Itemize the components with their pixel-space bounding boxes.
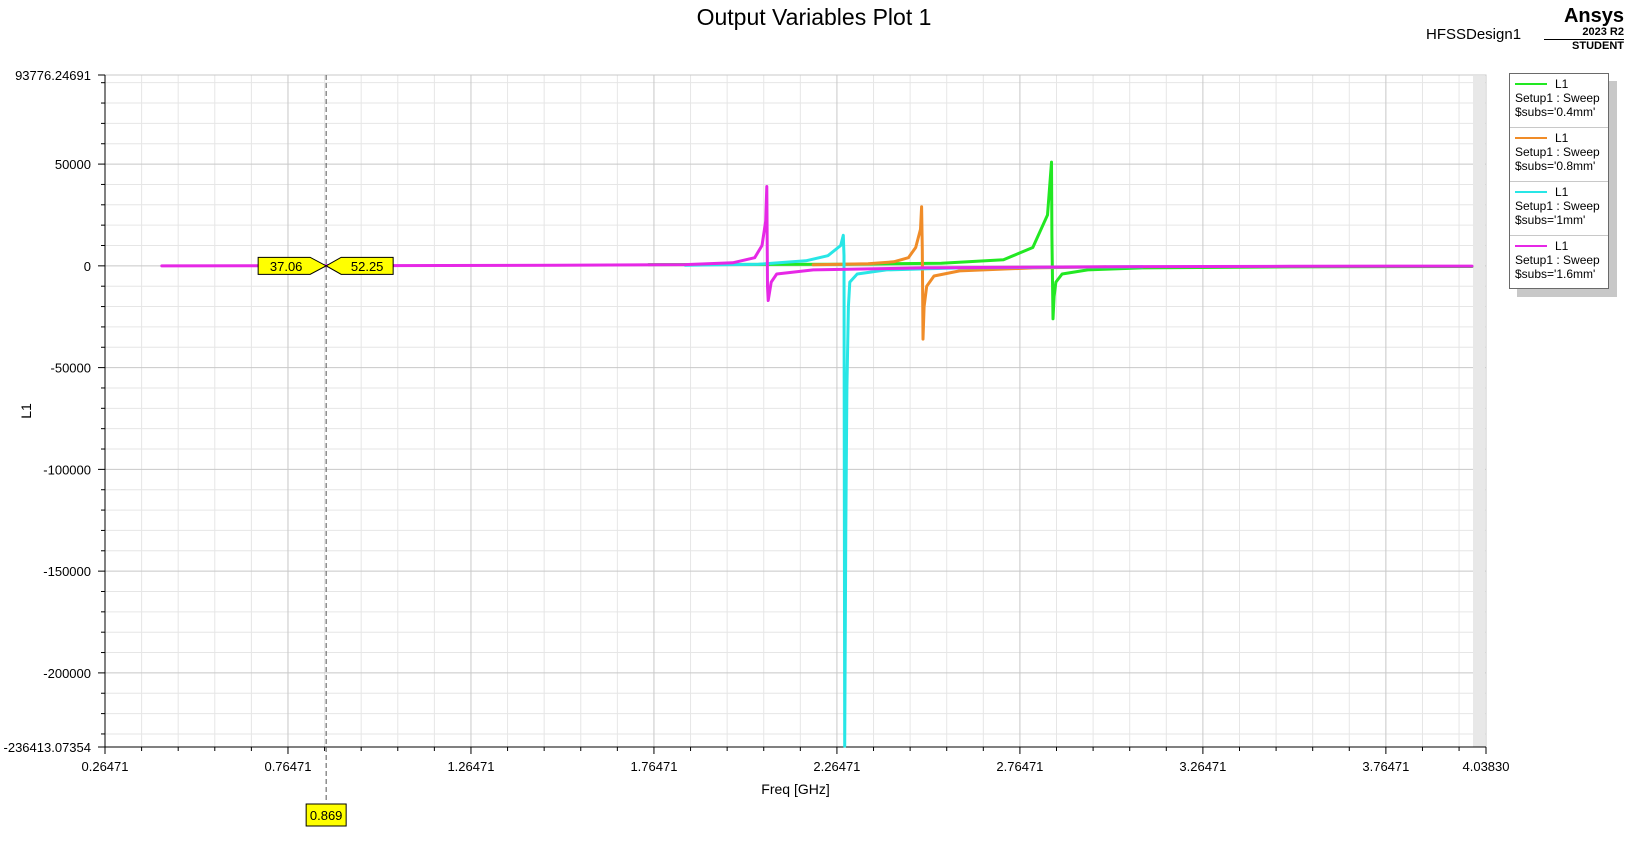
marker-value-left: 37.06	[270, 259, 303, 274]
legend-series-detail: $subs='1mm'	[1515, 213, 1608, 227]
legend-swatch	[1515, 136, 1547, 139]
legend-series-name: L1	[1515, 77, 1608, 91]
legend-text: Setup1 : Sweep	[1515, 145, 1600, 159]
legend-series-detail: Setup1 : Sweep	[1515, 145, 1608, 159]
marker-freq-label: 0.869	[310, 808, 343, 823]
x-tick-label: 4.03830	[1463, 759, 1510, 774]
legend-series-name: L1	[1515, 185, 1608, 199]
ansys-logo: Ansys 2023 R2 STUDENT	[1536, 6, 1624, 53]
legend-text: $subs='0.4mm'	[1515, 105, 1596, 119]
y-tick-labels: 93776.24691 50000 0 -50000 -100000 -150000 -20…	[4, 68, 91, 755]
chart-title: Output Variables Plot 1	[696, 4, 932, 30]
legend-series-name: L1	[1515, 239, 1608, 253]
legend-series-detail: Setup1 : Sweep	[1515, 199, 1608, 213]
marker-value-right: 52.25	[351, 259, 384, 274]
major-gridlines	[104, 75, 1486, 747]
marker-value-flag-right	[325, 256, 394, 275]
legend-entry[interactable]: L1 Setup1 : Sweep $subs='1mm'	[1510, 182, 1608, 236]
x-tick-label: 1.76471	[630, 759, 677, 774]
legend-swatch	[1515, 82, 1547, 85]
y-tick-label: 50000	[55, 157, 91, 172]
y-tick-label: -50000	[51, 361, 91, 376]
legend-series-detail: $subs='0.4mm'	[1515, 105, 1608, 119]
marker-layer[interactable]: 37.06 52.25 0.869	[257, 75, 394, 827]
marker-value-flag-left	[257, 256, 328, 275]
marker-freq-box	[305, 803, 347, 827]
x-tick-label: 0.76471	[264, 759, 311, 774]
x-tick-label: 0.26471	[82, 759, 129, 774]
x-tick-labels: 0.26471 0.76471 1.26471 1.76471 2.26471 2.764…	[82, 759, 1510, 774]
legend-text: Setup1 : Sweep	[1515, 91, 1600, 105]
x-tick-label: 2.26471	[813, 759, 860, 774]
x-tick-label: 3.26471	[1179, 759, 1226, 774]
brand-edition: STUDENT	[1572, 40, 1624, 52]
legend-series-detail: Setup1 : Sweep	[1515, 91, 1608, 105]
plot-area	[105, 75, 1486, 747]
legend-series-name: L1	[1515, 131, 1608, 145]
legend-text: $subs='1mm'	[1515, 213, 1586, 227]
design-name: HFSSDesign1	[1426, 26, 1522, 43]
series-line-3	[683, 233, 1145, 748]
minor-gridlines	[105, 75, 1486, 747]
legend-entry[interactable]: L1 Setup1 : Sweep $subs='0.8mm'	[1510, 128, 1608, 182]
x-tick-label: 2.76471	[996, 759, 1043, 774]
legend-text: $subs='1.6mm'	[1515, 267, 1596, 281]
legend[interactable]: L1 Setup1 : Sweep $subs='0.4mm' L1 Setup1 : …	[1509, 73, 1609, 289]
legend-series-detail: Setup1 : Sweep	[1515, 253, 1608, 267]
series-line-2	[811, 205, 1108, 341]
series-line-4	[160, 185, 1474, 302]
legend-text: $subs='0.8mm'	[1515, 159, 1596, 173]
brand-version: 2023 R2	[1544, 26, 1624, 40]
x-tick-label: 3.76471	[1362, 759, 1409, 774]
brand-name: Ansys	[1563, 5, 1624, 27]
y-axis-label: L1	[18, 403, 34, 419]
legend-text: L1	[1555, 239, 1569, 253]
series-lines	[160, 160, 1474, 748]
y-tick-label: -200000	[43, 666, 91, 681]
legend-text: Setup1 : Sweep	[1515, 199, 1600, 213]
legend-text: L1	[1555, 77, 1569, 91]
right-scroll-strip	[1473, 76, 1485, 747]
legend-text: L1	[1555, 131, 1569, 145]
axes	[104, 74, 1487, 748]
x-axis-label: Freq [GHz]	[761, 781, 829, 797]
legend-series-detail: $subs='0.8mm'	[1515, 159, 1608, 173]
legend-text: L1	[1555, 185, 1569, 199]
legend-swatch	[1515, 190, 1547, 193]
legend-text: Setup1 : Sweep	[1515, 253, 1600, 267]
y-tick-label: 93776.24691	[15, 68, 91, 83]
legend-swatch	[1515, 244, 1547, 247]
tick-marks	[98, 74, 1487, 754]
legend-entry[interactable]: L1 Setup1 : Sweep $subs='0.4mm'	[1510, 74, 1608, 128]
legend-entry[interactable]: L1 Setup1 : Sweep $subs='1.6mm'	[1510, 236, 1608, 290]
y-tick-label: -150000	[43, 564, 91, 579]
series-line-1	[647, 160, 1474, 321]
y-tick-label: -236413.07354	[4, 740, 91, 755]
legend-series-detail: $subs='1.6mm'	[1515, 267, 1608, 281]
y-tick-label: 0	[84, 259, 91, 274]
y-tick-label: -100000	[43, 462, 91, 477]
x-tick-label: 1.26471	[447, 759, 494, 774]
